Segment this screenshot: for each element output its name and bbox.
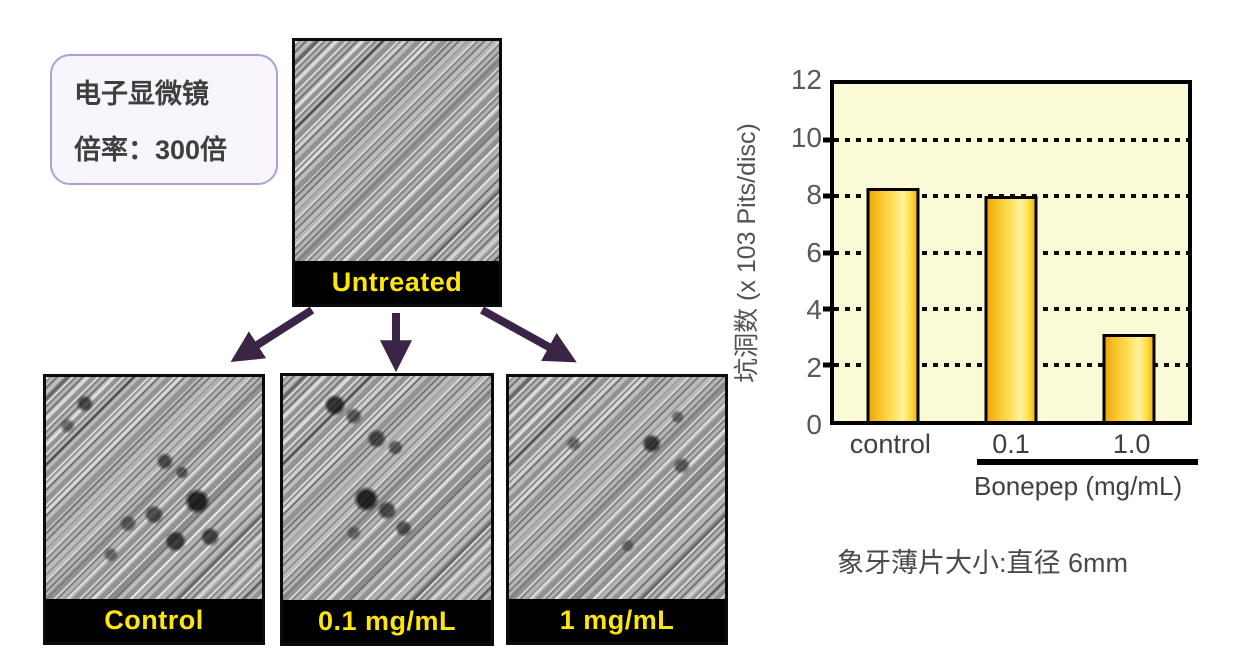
tick-mark-8: [823, 193, 831, 199]
info-line-magnification: 倍率：300倍: [74, 135, 228, 165]
ytick-label-4: 4: [806, 294, 822, 325]
panel-control-label: Control: [104, 605, 204, 635]
x-axis-group-label: Bonepep (mg/mL): [974, 471, 1183, 501]
bar-1.0: [1102, 333, 1156, 421]
panel-untreated-label: Untreated: [331, 267, 463, 297]
disc-size-caption: 象牙薄片大小:直径 6mm: [837, 548, 1129, 578]
ytick-label-2: 2: [806, 351, 822, 383]
panel-label-band: 0.1 mg/mL: [283, 600, 491, 643]
panel-label-band: 1 mg/mL: [509, 599, 725, 642]
pits-overlay: [46, 377, 262, 599]
ytick-label-10: 10: [790, 121, 822, 153]
micrograph-dose01: [283, 376, 491, 600]
arrow-to-dose1-icon: [480, 306, 577, 363]
xcat-label-1.0: 1.0: [1112, 429, 1151, 459]
tick-mark-4: [823, 306, 831, 312]
xcat-label-control: control: [849, 429, 931, 459]
arrow-to-control-icon: [230, 306, 315, 363]
bar-chart-plot-area: [823, 80, 1192, 425]
y-axis-title: 坑洞数 (x 103 Pits/disc): [733, 122, 761, 383]
gridline-10: [834, 138, 1188, 143]
bar-control: [866, 187, 920, 421]
ytick-label-8: 8: [806, 179, 822, 210]
panel-dose01-label: 0.1 mg/mL: [317, 606, 457, 636]
bar-0.1: [984, 196, 1038, 421]
panel-dose1: 1 mg/mL: [506, 374, 728, 645]
panel-dose01: 0.1 mg/mL: [280, 373, 494, 646]
x-axis-labels: control 0.1 1.0: [830, 429, 1192, 463]
branch-arrows: [230, 306, 577, 373]
pits-overlay: [509, 377, 725, 599]
ytick-label-6: 6: [806, 236, 822, 268]
panel-dose1-label: 1 mg/mL: [559, 605, 675, 635]
tick-mark-10: [823, 137, 831, 143]
micrograph-control: [46, 377, 262, 599]
tick-mark-6: [823, 250, 831, 255]
info-line-microscope: 电子显微镜: [74, 79, 209, 109]
pits-overlay: [283, 376, 491, 600]
magnification-info-box: 电子显微镜 倍率：300倍: [50, 54, 278, 185]
panel-label-band: Untreated: [295, 261, 499, 304]
xcat-label-0.1: 0.1: [992, 429, 1030, 459]
bonepep-group-underline: [977, 459, 1198, 465]
panel-untreated: Untreated: [292, 38, 502, 307]
micrograph-dose1: [509, 377, 725, 599]
panel-control: Control: [43, 374, 265, 645]
panel-label-band: Control: [46, 599, 262, 642]
tick-mark-2: [823, 362, 831, 368]
ytick-label-0: 0: [806, 409, 822, 440]
y-axis-ticks: 0 2 4 6 8 10 12: [766, 64, 822, 440]
micrograph-untreated: [295, 41, 499, 261]
ytick-label-12: 12: [790, 64, 822, 95]
